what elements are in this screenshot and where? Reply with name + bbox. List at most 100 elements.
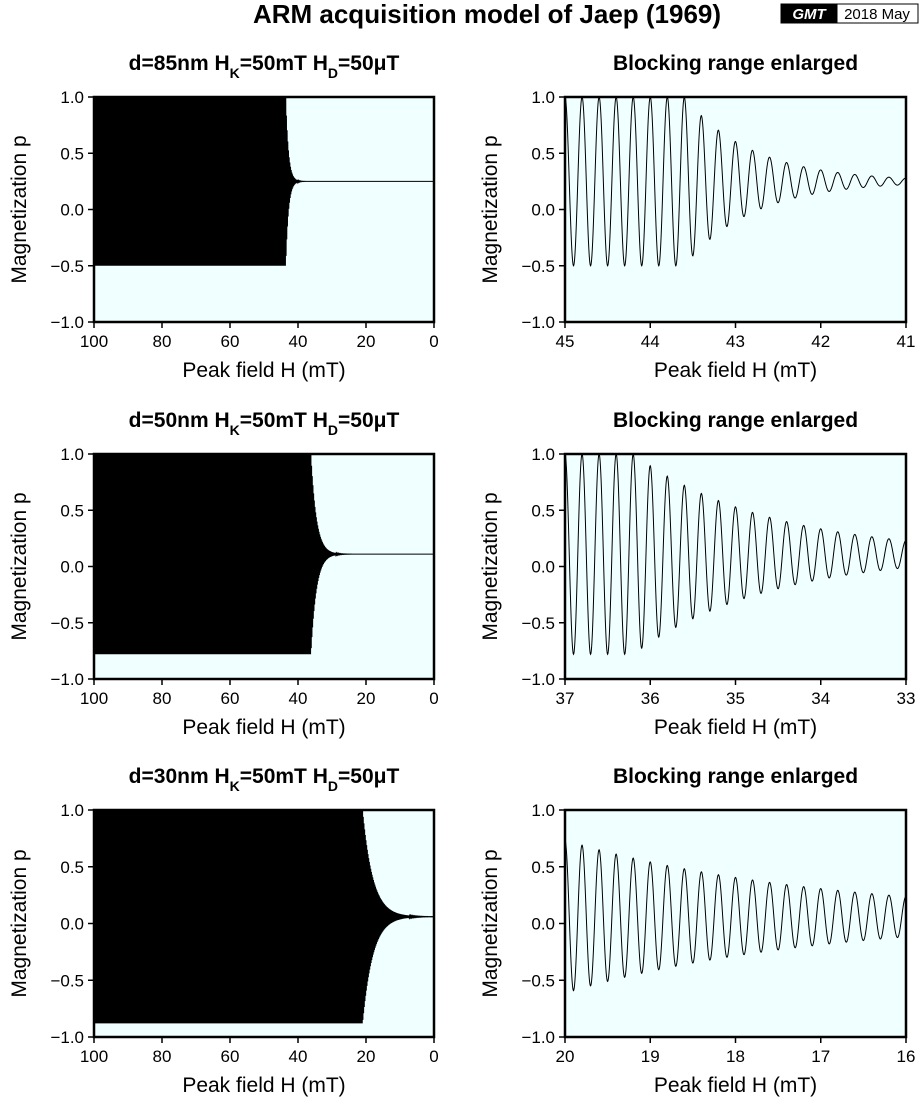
y-tick-label: 1.0 xyxy=(60,445,84,464)
x-tick-label: 40 xyxy=(289,332,308,351)
y-tick-label: −0.5 xyxy=(521,971,555,990)
chart-panel-5: 100 80 60 40 20 0 −1.0 −0.5 0.0 0.5 1.0 Peak field … xyxy=(8,765,439,1097)
timestamp-text: 2018 May xyxy=(844,6,910,23)
x-axis-label: Peak field H (mT) xyxy=(654,359,817,382)
y-tick-label: 0.0 xyxy=(531,201,555,220)
y-tick-label: 0.5 xyxy=(531,858,555,877)
series-line xyxy=(565,840,906,992)
x-tick-label: 20 xyxy=(357,1047,376,1066)
x-tick-label: 0 xyxy=(429,689,438,708)
x-axis-label: Peak field H (mT) xyxy=(182,716,345,739)
x-axis-label: Peak field H (mT) xyxy=(654,1074,817,1097)
y-tick-label: 0.0 xyxy=(60,558,84,577)
y-tick-label: −1.0 xyxy=(50,670,84,689)
y-tick-label: −0.5 xyxy=(50,971,84,990)
chart-panel-4: 37 36 35 34 33 −1.0 −0.5 0.0 0.5 1.0 Peak field H … xyxy=(479,409,915,739)
y-tick-label: 1.0 xyxy=(60,88,84,107)
y-tick-label: −1.0 xyxy=(521,313,555,332)
y-tick-label: 0.5 xyxy=(60,858,84,877)
series-line xyxy=(94,454,434,655)
x-axis-label: Peak field H (mT) xyxy=(654,716,817,739)
panel-title: Blocking range enlarged xyxy=(613,52,858,75)
panel-title: d=30nm HK=50mT HD=50μT xyxy=(129,765,400,794)
y-tick-label: −0.5 xyxy=(521,257,555,276)
x-tick-label: 100 xyxy=(80,689,108,708)
y-tick-label: −1.0 xyxy=(50,313,84,332)
x-axis-label: Peak field H (mT) xyxy=(182,359,345,382)
y-axis-label: Magnetization p xyxy=(8,135,31,283)
y-tick-label: 0.5 xyxy=(60,501,84,520)
chart-panel-6: 20 19 18 17 16 −1.0 −0.5 0.0 0.5 1.0 Peak field H … xyxy=(479,765,915,1097)
x-tick-label: 0 xyxy=(429,332,438,351)
y-tick-label: −0.5 xyxy=(50,614,84,633)
x-tick-label: 43 xyxy=(726,332,745,351)
x-tick-label: 42 xyxy=(811,332,830,351)
plot-area xyxy=(565,810,906,1037)
x-tick-label: 17 xyxy=(811,1047,830,1066)
panel-title: d=50nm HK=50mT HD=50μT xyxy=(129,409,400,438)
y-tick-label: 0.5 xyxy=(531,144,555,163)
gmt-logo-text: GMT xyxy=(792,6,827,23)
x-tick-label: 100 xyxy=(80,1047,108,1066)
x-tick-label: 35 xyxy=(726,689,745,708)
x-tick-label: 20 xyxy=(556,1047,575,1066)
y-axis-label: Magnetization p xyxy=(8,849,31,997)
gmt-badge: GMT 2018 May xyxy=(780,3,919,24)
panels: 100 80 60 40 20 0 −1.0 −0.5 0.0 0.5 1.0 Peak field … xyxy=(8,52,915,1097)
panel-title: Blocking range enlarged xyxy=(613,409,858,432)
y-axis-label: Magnetization p xyxy=(479,492,502,640)
x-tick-label: 33 xyxy=(897,689,916,708)
y-tick-label: −1.0 xyxy=(50,1028,84,1047)
y-tick-label: 0.0 xyxy=(60,201,84,220)
x-tick-label: 20 xyxy=(357,332,376,351)
y-tick-label: 1.0 xyxy=(60,801,84,820)
y-tick-label: −1.0 xyxy=(521,670,555,689)
timestamp-box xyxy=(836,3,919,24)
x-tick-label: 16 xyxy=(897,1047,916,1066)
y-tick-label: 1.0 xyxy=(531,801,555,820)
series-line xyxy=(565,454,906,656)
y-axis-label: Magnetization p xyxy=(8,492,31,640)
x-tick-label: 34 xyxy=(811,689,830,708)
y-tick-label: 0.0 xyxy=(531,915,555,934)
x-tick-label: 0 xyxy=(429,1047,438,1066)
y-tick-label: 0.0 xyxy=(60,915,84,934)
x-tick-label: 60 xyxy=(221,689,240,708)
series-line xyxy=(565,97,906,267)
x-tick-label: 44 xyxy=(641,332,660,351)
y-axis-label: Magnetization p xyxy=(479,849,502,997)
x-tick-label: 45 xyxy=(556,332,575,351)
panel-title: Blocking range enlarged xyxy=(613,765,858,788)
y-tick-label: −0.5 xyxy=(50,257,84,276)
x-tick-label: 80 xyxy=(153,1047,172,1066)
series-line xyxy=(94,97,434,266)
chart-panel-3: 100 80 60 40 20 0 −1.0 −0.5 0.0 0.5 1.0 Peak field … xyxy=(8,409,439,739)
x-tick-label: 60 xyxy=(221,332,240,351)
y-tick-label: 0.0 xyxy=(531,558,555,577)
chart-panel-2: 45 44 43 42 41 −1.0 −0.5 0.0 0.5 1.0 Peak field H … xyxy=(479,52,915,382)
y-tick-label: 1.0 xyxy=(531,88,555,107)
x-tick-label: 100 xyxy=(80,332,108,351)
x-axis-label: Peak field H (mT) xyxy=(182,1074,345,1097)
x-tick-label: 40 xyxy=(289,1047,308,1066)
y-tick-label: −1.0 xyxy=(521,1028,555,1047)
x-tick-label: 18 xyxy=(726,1047,745,1066)
panel-title: d=85nm HK=50mT HD=50μT xyxy=(129,52,400,81)
x-tick-label: 80 xyxy=(153,689,172,708)
y-axis-label: Magnetization p xyxy=(479,135,502,283)
chart-panel-1: 100 80 60 40 20 0 −1.0 −0.5 0.0 0.5 1.0 Peak field … xyxy=(8,52,439,382)
plot-area xyxy=(565,97,906,322)
x-tick-label: 41 xyxy=(897,332,916,351)
x-tick-label: 60 xyxy=(221,1047,240,1066)
y-tick-label: 0.5 xyxy=(60,144,84,163)
x-tick-label: 36 xyxy=(641,689,660,708)
series-line xyxy=(94,810,434,1024)
x-tick-label: 37 xyxy=(556,689,575,708)
y-tick-label: 0.5 xyxy=(531,501,555,520)
x-tick-label: 40 xyxy=(289,689,308,708)
x-tick-label: 19 xyxy=(641,1047,660,1066)
y-tick-label: −0.5 xyxy=(521,614,555,633)
plot-area xyxy=(565,454,906,679)
x-tick-label: 80 xyxy=(153,332,172,351)
